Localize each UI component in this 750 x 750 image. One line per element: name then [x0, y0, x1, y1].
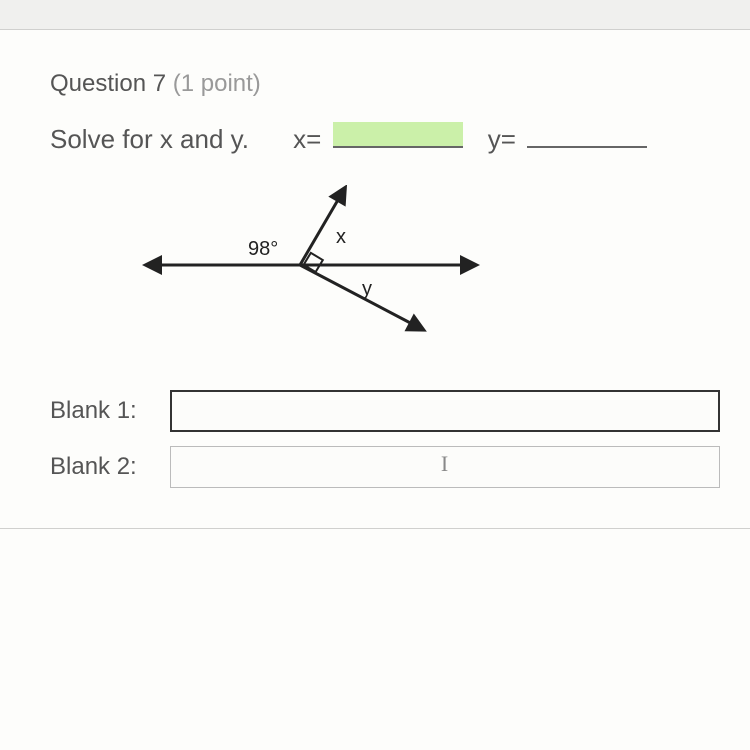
label-y: y — [362, 278, 372, 300]
diagram-svg: 98° x y — [140, 185, 490, 345]
ray-down — [300, 265, 418, 327]
x-equals-label: x= — [293, 124, 321, 154]
blank1-row: Blank 1: — [50, 390, 720, 432]
blank2-label: Blank 2: — [50, 453, 170, 481]
angle-diagram: 98° x y — [140, 185, 720, 350]
top-divider-bar — [0, 0, 750, 30]
label-98: 98° — [248, 238, 278, 260]
text-cursor-icon: I — [441, 451, 449, 476]
y-equals-label: y= — [488, 124, 516, 154]
blank2-input[interactable]: I — [170, 446, 720, 488]
label-x: x — [336, 226, 346, 248]
question-points: (1 point) — [173, 70, 261, 97]
blank2-row: Blank 2: I — [50, 446, 720, 488]
quiz-panel: Question 7 (1 point) Solve for x and y. … — [0, 0, 750, 750]
blank1-input[interactable] — [170, 390, 720, 432]
question-prompt: Solve for x and y. x= y= — [50, 122, 720, 155]
prompt-text: Solve for x and y. — [50, 124, 249, 154]
question-header: Question 7 (1 point) — [50, 70, 720, 98]
blank1-label: Blank 1: — [50, 397, 170, 425]
bottom-divider — [0, 528, 750, 529]
question-number: Question 7 — [50, 70, 166, 97]
x-blank-highlighted — [333, 122, 463, 148]
y-blank — [527, 122, 647, 148]
